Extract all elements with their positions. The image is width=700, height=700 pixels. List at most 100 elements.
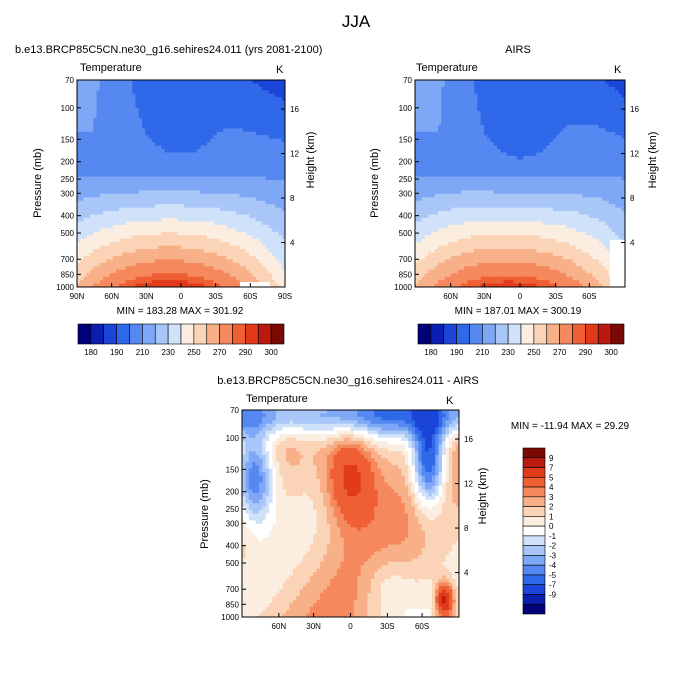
heatmap-cell — [255, 207, 260, 212]
heatmap-cell — [90, 231, 94, 236]
heatmap-cell — [158, 262, 162, 267]
heatmap-cell — [272, 186, 276, 191]
heatmap-cell — [90, 124, 94, 129]
heatmap-cell — [520, 114, 524, 119]
heatmap-cell — [546, 135, 550, 140]
heatmap-cell — [207, 259, 211, 264]
heatmap-cell — [151, 180, 156, 184]
heatmap-cell — [148, 280, 153, 284]
heatmap-cell — [181, 204, 185, 209]
heatmap-cell — [229, 114, 234, 119]
heatmap-cell — [226, 262, 231, 267]
heatmap-cell — [197, 235, 201, 240]
heatmap-cell — [615, 124, 619, 129]
heatmap-cell — [444, 135, 449, 140]
heatmap-cell — [138, 149, 143, 153]
heatmap-cell — [236, 104, 240, 108]
heatmap-cell — [80, 262, 84, 267]
heatmap-cell — [242, 190, 247, 195]
heatmap-cell — [533, 121, 537, 126]
heatmap-cell — [220, 117, 224, 122]
heatmap-cell — [122, 83, 127, 88]
heatmap-cell — [226, 169, 231, 174]
heatmap-cell — [434, 104, 439, 108]
heatmap-cell — [112, 169, 117, 174]
heatmap-cell — [77, 207, 81, 212]
heatmap-cell — [197, 231, 201, 236]
heatmap-cell — [506, 80, 511, 84]
heatmap-cell — [598, 86, 603, 91]
heatmap-cell — [480, 100, 485, 105]
heatmap-cell — [125, 204, 130, 209]
heatmap-cell — [602, 114, 606, 119]
heatmap-cell — [151, 186, 156, 191]
heatmap-cell — [125, 228, 130, 233]
heatmap-cell — [194, 259, 198, 264]
heatmap-cell — [618, 97, 623, 102]
heatmap-cell — [275, 152, 279, 157]
heatmap-cell — [262, 155, 266, 160]
heatmap-cell — [203, 107, 208, 112]
heatmap-cell — [236, 186, 240, 191]
heatmap-cell — [142, 131, 146, 136]
heatmap-cell — [216, 249, 221, 253]
heatmap-cell — [142, 152, 146, 157]
heatmap-cell — [249, 273, 253, 278]
heatmap-cell — [171, 231, 175, 236]
heatmap-cell — [493, 80, 498, 84]
heatmap-cell — [493, 131, 498, 136]
heatmap-cell — [158, 218, 162, 222]
heatmap-cell — [135, 207, 140, 212]
heatmap-cell — [497, 93, 501, 98]
heatmap-cell — [618, 111, 623, 115]
heatmap-cell — [447, 124, 452, 129]
heatmap-cell — [119, 259, 123, 264]
heatmap-cell — [171, 183, 175, 188]
heatmap-cell — [119, 273, 123, 278]
heatmap-cell — [200, 190, 205, 195]
heatmap-cell — [90, 193, 94, 198]
heatmap-cell — [138, 186, 143, 191]
heatmap-cell — [187, 138, 192, 143]
heatmap-cell — [106, 280, 110, 284]
heatmap-cell — [203, 207, 208, 212]
heatmap-cell — [129, 162, 133, 167]
heatmap-cell — [174, 124, 179, 129]
heatmap-cell — [116, 135, 120, 140]
heatmap-cell — [562, 117, 567, 122]
heatmap-cell — [618, 83, 623, 88]
heatmap-cell — [278, 259, 283, 264]
heatmap-cell — [103, 131, 107, 136]
colorbar: 180 190 210 230 250 270 290 300 — [77, 323, 285, 357]
heatmap-cell — [155, 197, 159, 202]
heatmap-cell — [582, 86, 587, 91]
heatmap-cell — [164, 238, 169, 243]
heatmap-cell — [437, 124, 442, 129]
heatmap-cell — [467, 93, 472, 98]
heatmap-cell — [236, 149, 240, 153]
heatmap-cell — [168, 280, 172, 284]
heatmap-cell — [83, 107, 88, 112]
heatmap-cell — [268, 224, 273, 229]
heatmap-cell — [125, 142, 130, 146]
heatmap-cell — [582, 107, 587, 112]
heatmap-cell — [116, 197, 120, 202]
heatmap-cell — [207, 186, 211, 191]
heatmap-cell — [135, 204, 140, 209]
heatmap-cell — [96, 100, 101, 105]
heatmap-cell — [148, 90, 153, 95]
heatmap-cell — [213, 121, 218, 126]
heatmap-cell — [262, 117, 266, 122]
heatmap-cell — [487, 90, 491, 95]
heatmap-cell — [145, 262, 149, 267]
heatmap-cell — [99, 180, 104, 184]
heatmap-cell — [552, 97, 557, 102]
heatmap-cell — [497, 111, 501, 115]
heatmap-cell — [418, 97, 422, 102]
heatmap-cell — [177, 269, 182, 274]
heatmap-cell — [497, 124, 501, 129]
heatmap-cell — [598, 83, 603, 88]
heatmap-cell — [138, 255, 143, 260]
heatmap-cell — [268, 214, 273, 219]
heatmap-cell — [220, 252, 224, 257]
